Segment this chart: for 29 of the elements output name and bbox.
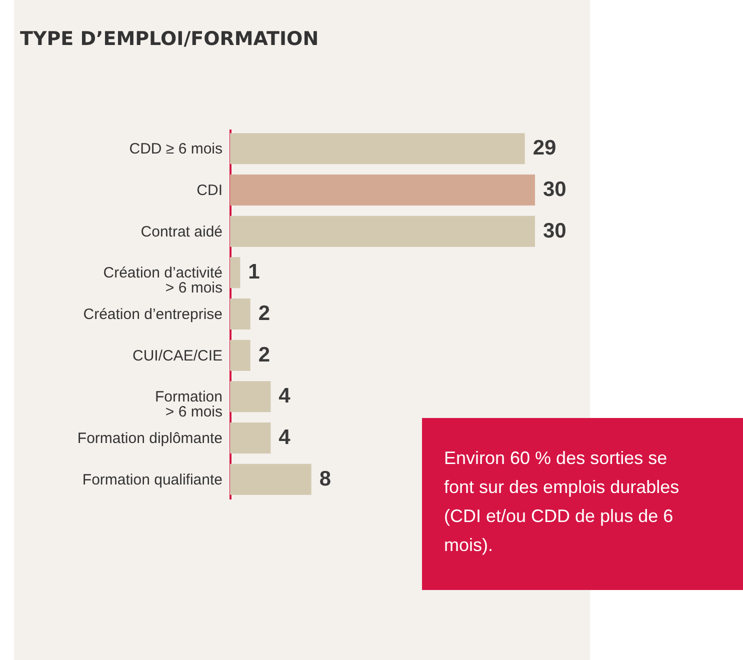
bar [230,422,271,454]
y-tick-label: CDD ≥ 6 mois [129,140,222,158]
data-label: 1 [248,260,260,284]
bar [230,464,312,495]
y-tick-label: Formation > 6 mois [154,388,222,421]
y-tick-label: CDI [196,182,222,199]
data-label: 2 [258,343,270,366]
note-box: Environ 60 % des sorties se font sur des emplois durables (CDI et/ou CDD de plus de 6 mois). [422,418,743,590]
bar [230,298,250,330]
bar [230,340,250,371]
y-tick-label: Contrat aidé [140,223,222,240]
data-label: 8 [319,467,332,490]
bar [230,174,535,206]
y-tick-label: Formation qualifiante [82,471,222,488]
data-label: 2 [258,302,270,325]
data-label: 4 [278,384,291,408]
y-tick-label: Création d’activité > 6 mois [103,264,222,297]
y-tick-label: Création d’entreprise [83,306,222,323]
bar [230,216,535,247]
y-tick-label: Formation diplômante [77,430,222,448]
bar [230,381,271,412]
bar [230,133,525,164]
chart-title: TYPE D’EMPLOI/FORMATION [20,28,319,50]
data-label: 30 [543,178,566,201]
data-label: 29 [532,136,556,160]
data-label: 30 [543,219,566,242]
bar [230,257,240,288]
y-tick-label: CUI/CAE/CIE [132,347,222,364]
data-label: 4 [278,426,291,450]
